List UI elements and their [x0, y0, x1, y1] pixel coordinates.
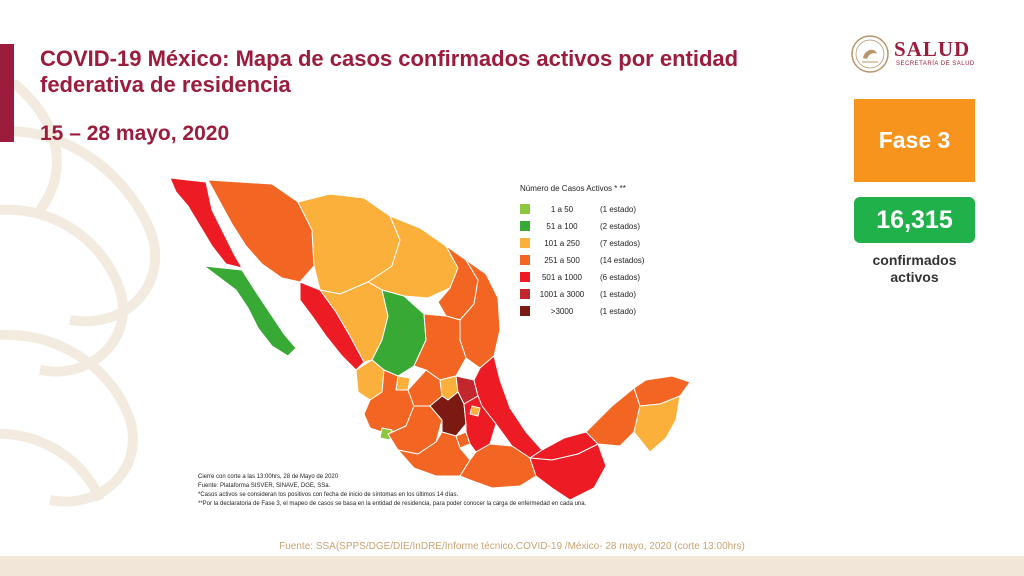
legend-states: (14 estados) — [600, 256, 645, 265]
footer-bar — [0, 556, 1024, 576]
phase-badge: Fase 3 — [854, 99, 975, 182]
state-campeche — [585, 387, 641, 447]
legend-states: (1 estado) — [600, 290, 637, 299]
legend-range: 51 a 100 — [546, 222, 578, 231]
legend-states: (1 estado) — [600, 205, 637, 214]
map-notes: Cierre con corte a las 13:00hrs, 28 de M… — [198, 473, 638, 509]
state-quintana-roo — [633, 395, 681, 453]
note-line: Fuente: Plataforma SISVER, SINAVE, DGE, … — [198, 483, 331, 489]
legend-range: 101 a 250 — [544, 239, 580, 248]
legend-row: 1001 a 3000 (1 estado) — [520, 289, 690, 303]
decorative-ornament — [0, 80, 161, 507]
state-mexico-cdmx — [429, 391, 467, 437]
legend-states: (2 estados) — [600, 222, 641, 231]
state-chiapas — [529, 443, 607, 501]
mexico-states-map — [169, 177, 691, 501]
state-guerrero — [397, 431, 471, 477]
source-footnote: Fuente: SSA(SPPS/DGE/DIE/InDRE/Informe t… — [279, 541, 745, 552]
legend-swatch — [520, 306, 530, 316]
legend-title: Número de Casos Activos * ** — [520, 184, 626, 193]
note-line: **Por la declaratoria de Fase 3, el mape… — [198, 501, 587, 507]
legend-range: 1 a 50 — [550, 205, 574, 214]
state-colima — [379, 427, 393, 441]
legend-row: 251 a 500 (14 estados) — [520, 255, 690, 269]
date-range: 15 – 28 mayo, 2020 — [40, 122, 230, 145]
state-baja-california — [169, 177, 243, 269]
salud-logo: SALUD SECRETARÍA DE SALUD — [850, 34, 990, 74]
active-count-label: confirmados activos — [872, 252, 957, 285]
legend-swatch — [520, 289, 530, 299]
note-line: *Casos activos se consideran los positiv… — [198, 492, 459, 498]
legend-swatch — [520, 238, 530, 248]
state-tlaxcala — [469, 405, 481, 417]
state-tamaulipas — [459, 259, 501, 369]
legend-row: 1 a 50 (1 estado) — [520, 204, 690, 218]
legend-range: >3000 — [550, 307, 574, 316]
active-count-badge: 16,315 — [854, 197, 975, 243]
legend-states: (6 estados) — [600, 273, 641, 282]
state-sonora — [207, 179, 315, 283]
legend-swatch — [520, 272, 530, 282]
legend-row: 101 a 250 (7 estados) — [520, 238, 690, 252]
legend-row: 51 a 100 (2 estados) — [520, 221, 690, 235]
legend-range: 251 a 500 — [544, 256, 580, 265]
title-accent-bar — [0, 44, 14, 142]
legend-swatch — [520, 221, 530, 231]
legend-row: 501 a 1000 (6 estados) — [520, 272, 690, 286]
mexico-seal-icon — [851, 35, 889, 73]
legend-swatch — [520, 255, 530, 265]
legend-range: 501 a 1000 — [541, 273, 583, 282]
legend-range: 1001 a 3000 — [539, 290, 585, 299]
legend-states: (7 estados) — [600, 239, 641, 248]
legend-row: >3000 (1 estado) — [520, 306, 690, 320]
state-yucatan — [633, 375, 691, 407]
logo-wordmark: SALUD — [894, 37, 971, 61]
note-line: Cierre con corte a las 13:00hrs, 28 de M… — [198, 474, 339, 480]
logo-subtitle: SECRETARÍA DE SALUD — [896, 61, 975, 67]
slide-title: COVID-19 México: Mapa de casos confirmad… — [40, 46, 739, 97]
legend-swatch — [520, 204, 530, 214]
state-coahuila — [367, 215, 459, 299]
state-baja-california-sur — [203, 265, 297, 357]
legend-states: (1 estado) — [600, 307, 637, 316]
